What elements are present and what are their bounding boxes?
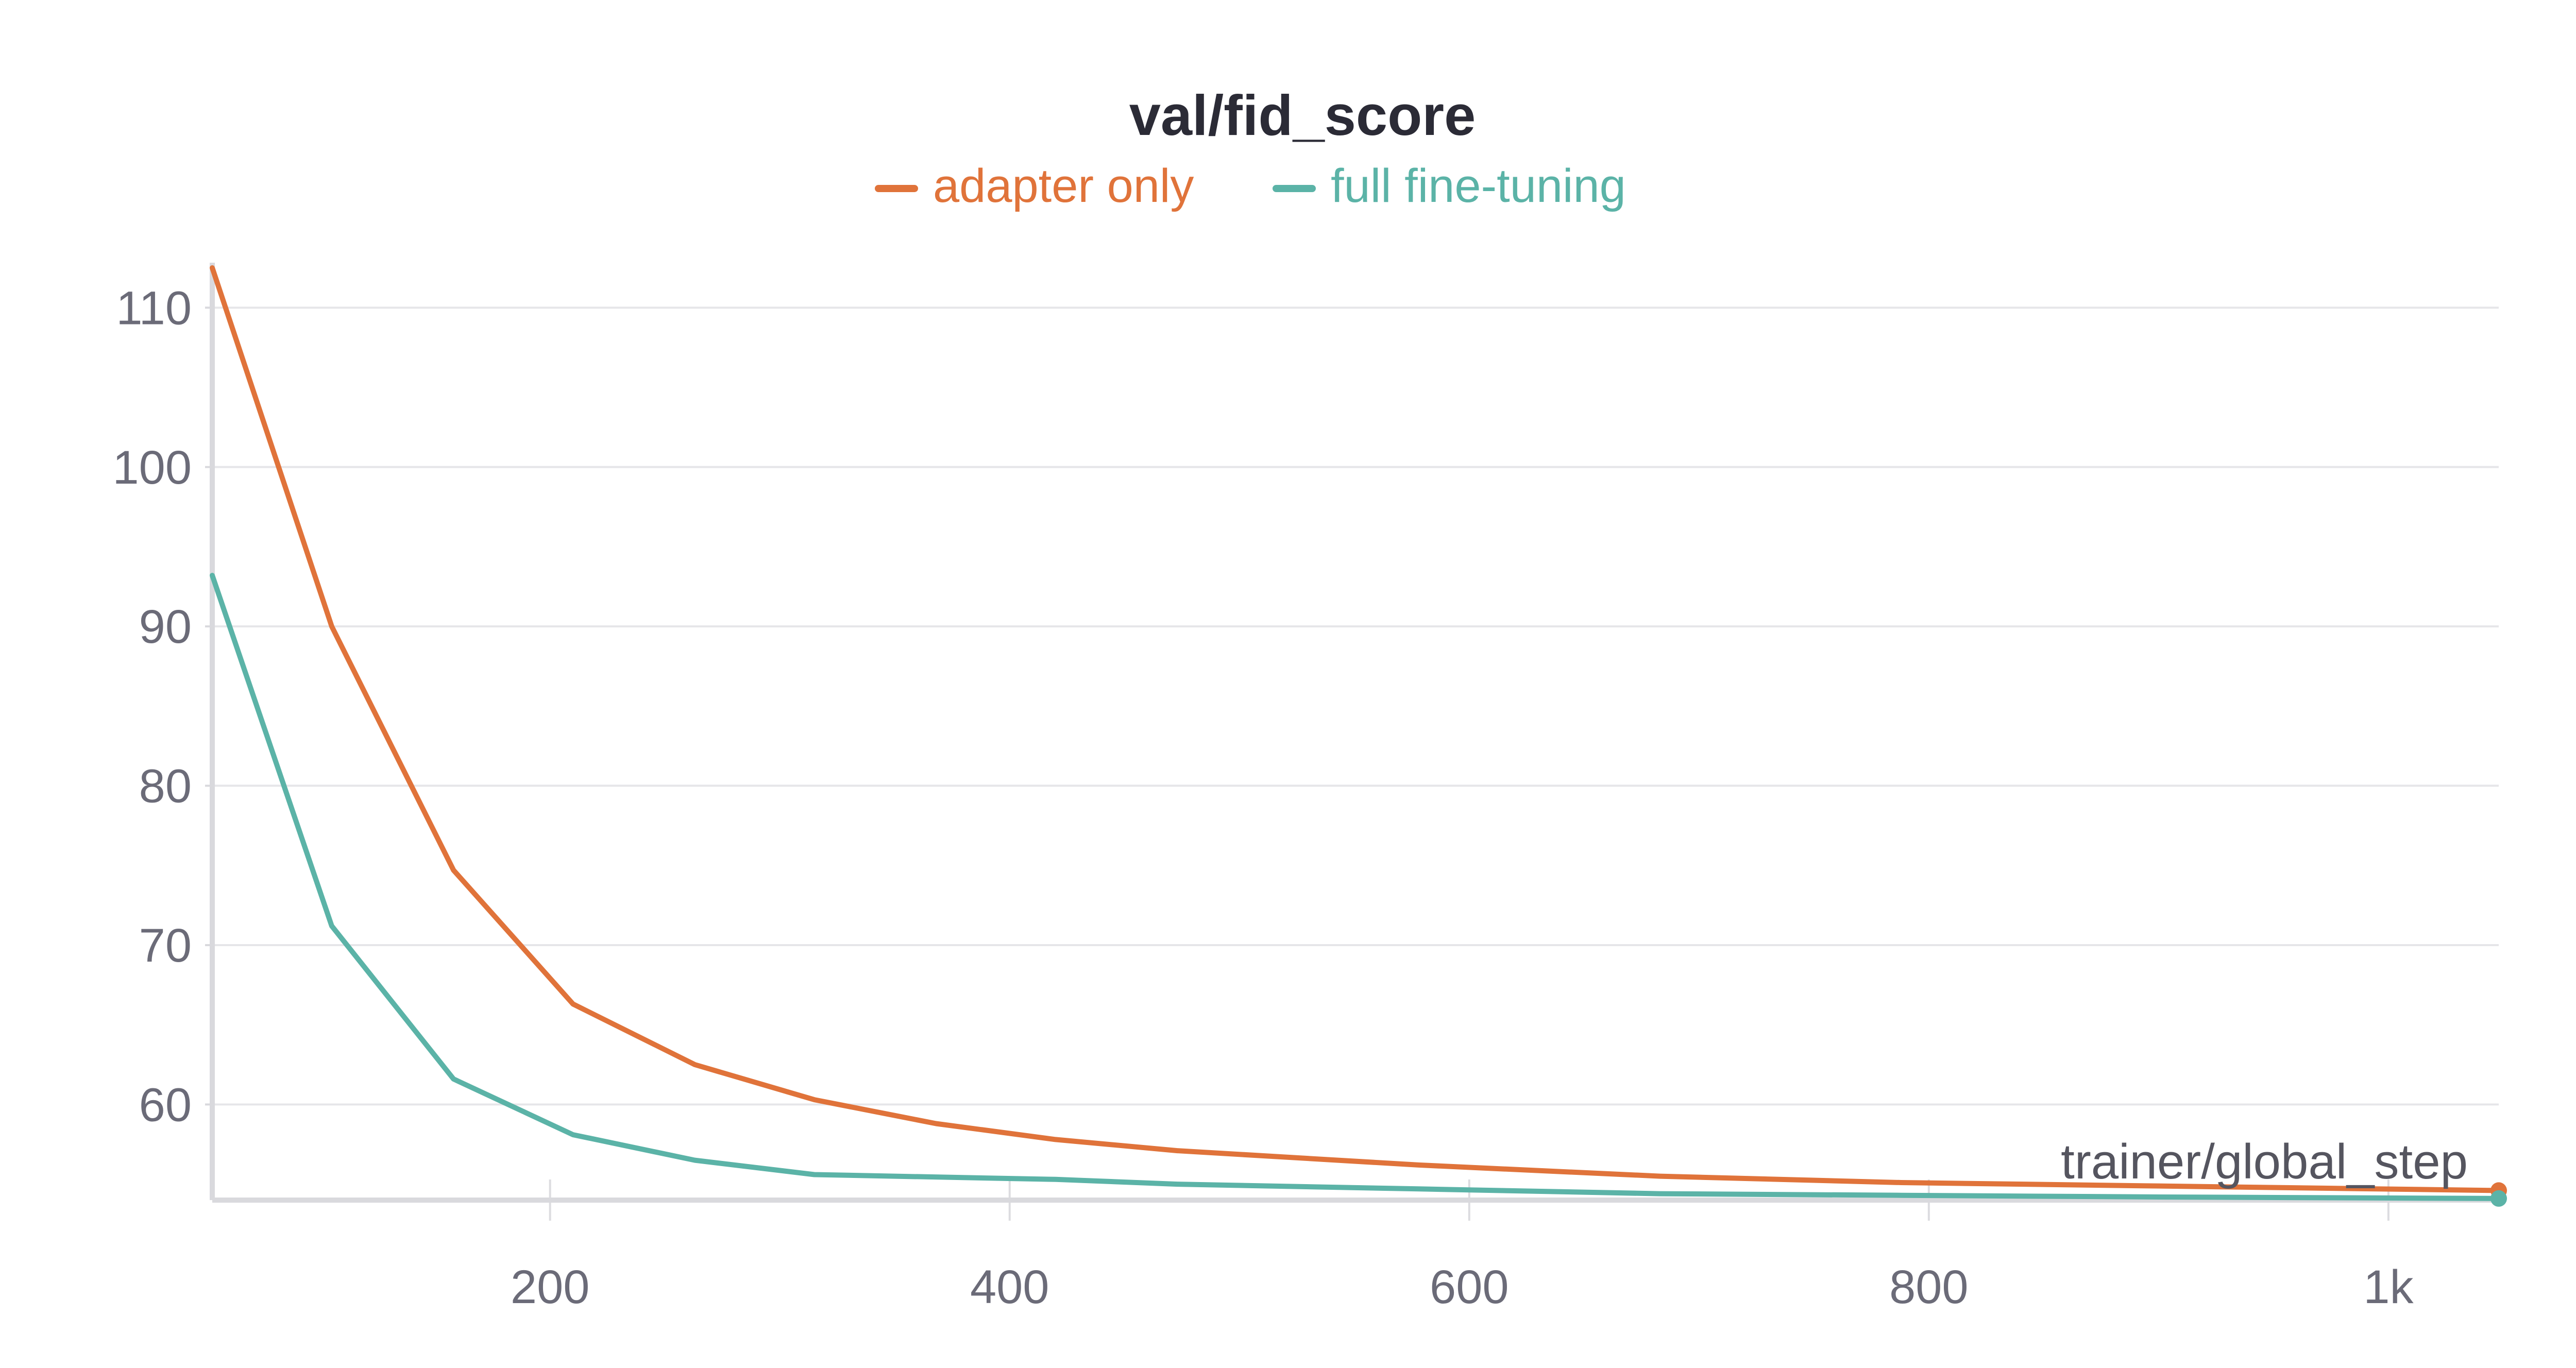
series-line-full-fine-tuning: [210, 573, 2501, 1201]
legend-label: adapter only: [933, 160, 1194, 212]
data-point: [694, 1159, 696, 1161]
y-tick-label: 70: [139, 919, 192, 972]
data-point: [1055, 1178, 1057, 1181]
data-point: [814, 1099, 816, 1101]
data-point: [572, 1134, 574, 1136]
data-point: [1900, 1182, 1902, 1184]
data-point: [935, 1122, 937, 1124]
chart-title: val/fid_score: [1129, 84, 1476, 147]
data-point: [1418, 1188, 1420, 1190]
y-tick-label: 110: [116, 282, 192, 334]
data-point: [1418, 1164, 1420, 1166]
data-point: [452, 1078, 454, 1080]
series-end-marker: [2490, 1190, 2507, 1207]
data-point: [211, 574, 213, 576]
legend-item-full-fine-tuning[interactable]: full fine-tuning: [1273, 160, 1626, 212]
data-point: [694, 1064, 696, 1066]
data-point: [331, 625, 333, 627]
y-tick-label: 80: [139, 760, 192, 813]
data-point: [1055, 1138, 1057, 1140]
data-point: [1659, 1175, 1661, 1177]
x-tick-label: 1k: [2363, 1261, 2414, 1313]
x-tick-label: 800: [1889, 1261, 1969, 1313]
data-point: [1176, 1150, 1178, 1152]
y-tick-label: 90: [139, 601, 192, 653]
x-tick-label: 600: [1430, 1261, 1509, 1313]
y-tick-label: 60: [139, 1079, 192, 1131]
axes: 60 70 80 90 100 110 200 400 600 800 1k: [113, 263, 2499, 1313]
data-point: [1176, 1183, 1178, 1185]
data-point: [2142, 1196, 2144, 1198]
legend-label: full fine-tuning: [1331, 160, 1626, 212]
grid: [212, 306, 2499, 1106]
data-point: [331, 925, 333, 927]
series-line-adapter-only: [210, 265, 2501, 1193]
series: [210, 265, 2507, 1207]
data-point: [452, 869, 454, 871]
x-tick-label: 200: [511, 1261, 590, 1313]
legend[interactable]: adapter only full fine-tuning: [875, 160, 1626, 212]
x-axis-title: trainer/global_step: [2061, 1134, 2468, 1189]
data-point: [814, 1173, 816, 1175]
y-tick-label: 100: [113, 441, 192, 494]
data-point: [1659, 1193, 1661, 1195]
x-tick-label: 400: [970, 1261, 1049, 1313]
data-point: [1900, 1194, 1902, 1196]
data-point: [211, 267, 213, 269]
legend-item-adapter-only[interactable]: adapter only: [875, 160, 1194, 212]
data-point: [572, 1003, 574, 1005]
